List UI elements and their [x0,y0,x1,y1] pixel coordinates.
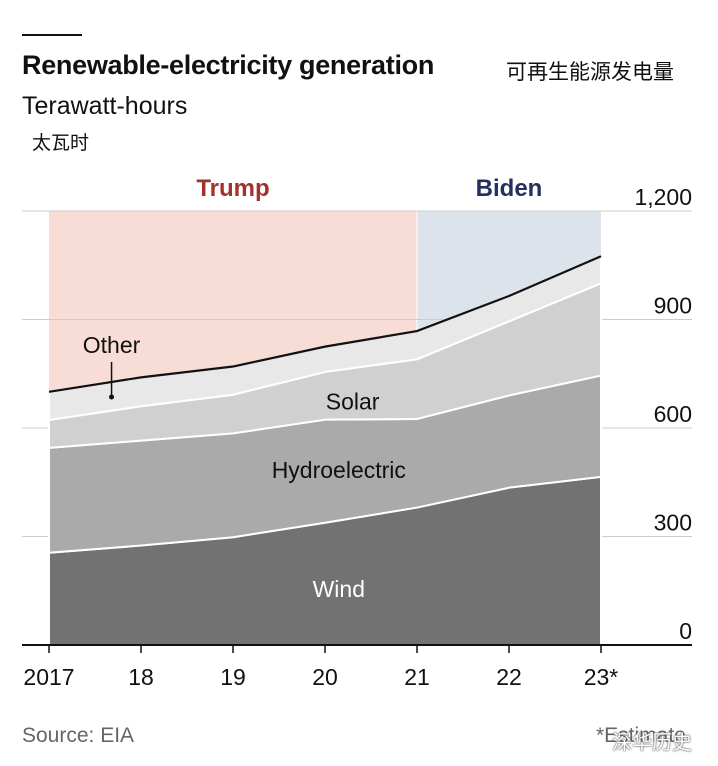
y-tick-label-900: 900 [654,293,692,319]
x-tick-label-2020: 20 [312,664,338,690]
source-note: Source: EIA [22,724,135,747]
series-label-other: Other [83,332,141,358]
total-line [48,255,602,393]
x-tick-label-2023: 23* [584,664,619,690]
series-label-wind: Wind [313,576,365,602]
callout-dot-other [109,394,115,400]
x-tick-label-2019: 19 [220,664,246,690]
period-label-biden: Biden [476,175,543,202]
y-tick-label-600: 600 [654,401,692,427]
y-tick-label-1200: 1,200 [634,184,692,210]
x-tick-label-2018: 18 [128,664,154,690]
chart-subtitle: Terawatt-hours [22,92,188,120]
period-label-trump: Trump [196,175,269,202]
x-tick-label-2022: 22 [496,664,522,690]
y-tick-label-0: 0 [679,618,692,644]
x-tick-label-2017: 2017 [23,664,74,690]
series-label-solar: Solar [326,389,380,415]
x-tick-label-2021: 21 [404,664,430,690]
chart-title: Renewable-electricity generation [22,50,435,80]
y-tick-label-300: 300 [654,510,692,536]
footnote: *Estimate [596,724,686,747]
series-label-hydroelectric: Hydroelectric [272,457,406,483]
chart-title-chinese: 可再生能源发电量 [506,60,674,84]
top-rule [22,34,82,36]
chart-subtitle-chinese: 太瓦时 [32,132,90,154]
watermark: 深华历史 [612,730,692,754]
